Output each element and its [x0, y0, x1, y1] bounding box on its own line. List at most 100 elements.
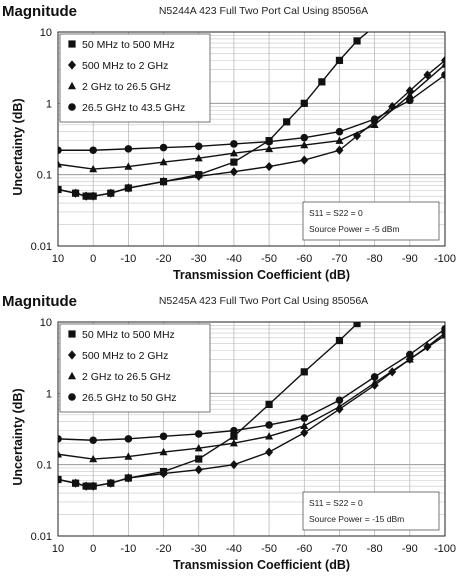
x-tick-label: -30: [191, 543, 207, 555]
legend-label: 500 MHz to 2 GHz: [82, 60, 168, 72]
chart-title: N5244A 423 Full Two Port Cal Using 85056…: [159, 5, 368, 17]
x-tick-label: 0: [90, 543, 96, 555]
x-tick-label: -90: [402, 253, 418, 265]
data-point: [229, 438, 238, 447]
data-point: [58, 146, 62, 155]
legend: 50 MHz to 500 MHz 500 MHz to 2 GHz 2 GHz t…: [59, 323, 211, 413]
data-point: [371, 23, 378, 30]
legend: 50 MHz to 500 MHz 500 MHz to 2 GHz 2 GHz t…: [59, 33, 211, 123]
data-point: [335, 145, 344, 155]
data-point: [124, 452, 133, 460]
data-point: [159, 143, 168, 152]
data-point: [194, 142, 203, 151]
heading: Magnitude: [2, 3, 77, 20]
x-tick-label: 10: [52, 253, 64, 265]
plot-frame: [57, 31, 446, 247]
data-point: [194, 154, 203, 162]
legend-label: 500 MHz to 2 GHz: [82, 350, 168, 362]
data-point: [229, 148, 238, 157]
legend-marker: [68, 371, 76, 380]
x-tick-label: -20: [156, 253, 172, 265]
data-point: [335, 56, 344, 64]
y-tick-label: 10: [40, 317, 52, 329]
data-point: [124, 162, 133, 170]
plot-frame: [57, 321, 446, 537]
legend-marker: [68, 393, 76, 401]
data-point: [441, 331, 445, 339]
data-point: [405, 355, 414, 363]
data-point: [300, 155, 309, 165]
data-point: [82, 191, 91, 201]
x-axis-label: Transmission Coefficient (dB): [173, 268, 350, 282]
data-point: [159, 157, 168, 166]
legend-label: 2 GHz to 26.5 GHz: [82, 81, 171, 93]
data-point: [265, 161, 274, 172]
data-point: [194, 430, 203, 438]
heading: Magnitude: [2, 293, 77, 310]
data-point: [89, 164, 98, 173]
data-point: [124, 145, 133, 153]
data-point: [159, 468, 168, 479]
annotation-text: S11 = S22 = 0: [309, 498, 363, 508]
x-tick-label: -40: [226, 253, 242, 265]
annotation-box: [302, 491, 440, 531]
series-line: [58, 74, 445, 151]
uncertainty-chart-top: Magnitude N5244A 423 Full Two Port Cal Us…: [2, 3, 456, 282]
x-tick-label: -70: [332, 543, 348, 555]
chart-panel-top: Magnitude N5244A 423 Full Two Port Cal Us…: [2, 3, 456, 282]
data-point: [265, 144, 274, 153]
data-point: [370, 373, 379, 381]
x-tick-label: -60: [296, 543, 312, 555]
data-point: [318, 78, 326, 86]
data-point: [58, 184, 62, 195]
data-point: [58, 435, 62, 443]
data-point: [283, 118, 291, 126]
series-line: [58, 63, 445, 170]
data-point: [194, 444, 203, 452]
x-axis-label: Transmission Coefficient (dB): [173, 558, 350, 572]
series-triangle: [58, 60, 445, 173]
x-tick-label: -90: [402, 543, 418, 555]
data-point: [159, 432, 168, 441]
legend-marker: [68, 103, 76, 111]
data-point: [370, 120, 379, 129]
series-line: [58, 334, 445, 460]
legend-marker: [68, 60, 76, 70]
chart-panel-bottom: Magnitude N5245A 423 Full Two Port Cal Us…: [0, 290, 466, 583]
legend-marker: [68, 81, 76, 90]
data-point: [423, 70, 432, 80]
y-tick-label: 0.1: [37, 170, 52, 182]
y-axis-label: Uncertainty (dB): [11, 388, 25, 485]
data-point: [71, 188, 80, 198]
x-tick-label: -100: [434, 253, 456, 265]
data-point: [124, 435, 133, 443]
x-tick-label: -50: [261, 253, 277, 265]
y-tick-label: 10: [40, 27, 52, 39]
data-point: [300, 421, 309, 430]
data-point: [300, 428, 309, 438]
data-point: [194, 171, 203, 181]
data-point: [195, 455, 203, 463]
data-point: [441, 60, 445, 68]
x-tick-label: -60: [296, 253, 312, 265]
data-point: [159, 447, 168, 456]
x-tick-label: -80: [367, 543, 383, 555]
data-point: [58, 474, 62, 485]
series-triangle: [58, 331, 445, 463]
x-tick-label: -100: [434, 543, 456, 555]
annotation-text: Source Power = -5 dBm: [309, 224, 399, 234]
data-point: [265, 137, 273, 146]
data-point: [441, 71, 445, 79]
y-tick-label: 0.01: [31, 531, 52, 543]
y-axis-label: Uncertainty (dB): [11, 98, 25, 195]
uncertainty-chart-bottom: Magnitude N5245A 423 Full Two Port Cal Us…: [2, 293, 456, 572]
data-point: [265, 432, 274, 440]
data-point: [230, 158, 238, 166]
x-tick-label: 10: [52, 543, 64, 555]
data-point: [89, 454, 98, 463]
data-point: [230, 426, 238, 435]
data-point: [335, 127, 344, 136]
chart-title: N5245A 423 Full Two Port Cal Using 85056…: [159, 295, 368, 307]
data-point: [89, 191, 98, 201]
data-point: [300, 368, 308, 376]
